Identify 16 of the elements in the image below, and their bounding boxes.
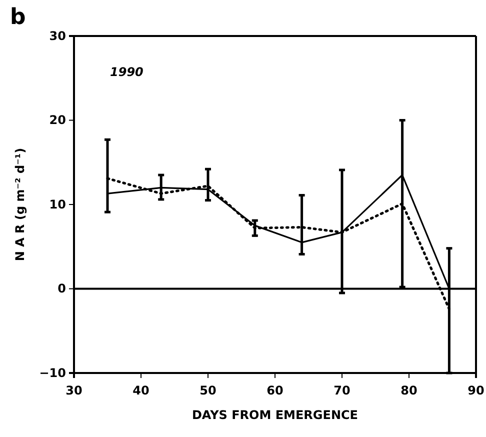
y-tick-label: 10: [49, 197, 66, 212]
y-axis-title: N A R (g m⁻² d⁻¹): [13, 148, 27, 262]
x-tick-label: 70: [334, 384, 350, 398]
x-tick-label: 60: [266, 384, 284, 398]
y-tick-label: 30: [49, 28, 66, 43]
x-axis-title: DAYS FROM EMERGENCE: [192, 408, 358, 422]
x-tick-label: 80: [400, 384, 418, 398]
y-tick-label: −10: [39, 366, 66, 380]
x-tick-label: 90: [468, 384, 484, 398]
y-tick-label: 20: [49, 113, 66, 128]
annotation: 1990: [110, 65, 144, 79]
y-tick-label: 0: [58, 282, 66, 296]
chart-title: b: [10, 5, 26, 30]
x-tick-label: 40: [132, 384, 150, 398]
x-tick-label: 30: [66, 384, 82, 398]
x-tick-label: 50: [200, 384, 216, 398]
